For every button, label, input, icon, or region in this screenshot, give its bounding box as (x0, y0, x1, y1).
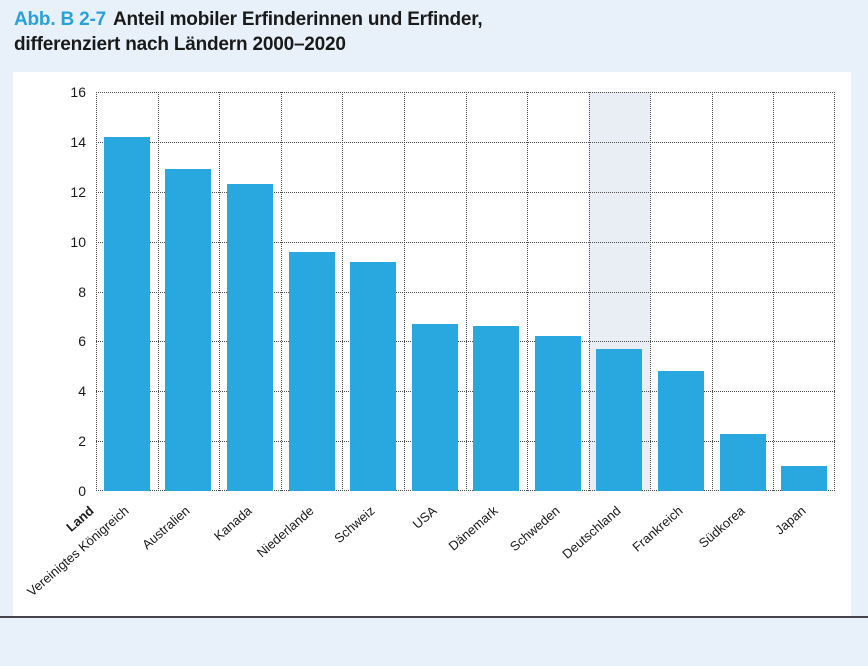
figure-number-label: Abb. B 2-7 (14, 9, 106, 30)
gridline-vertical (588, 92, 590, 491)
y-tick-label: 2 (78, 433, 86, 450)
gridline-vertical (403, 92, 405, 491)
gridline-vertical (157, 92, 159, 491)
y-tick-label: 4 (78, 383, 86, 400)
figure-title-line1: Anteil mobiler Erfinderinnen und Erfinde… (112, 9, 483, 30)
plot-area (96, 92, 835, 491)
y-tick-label: 6 (78, 333, 86, 350)
bar (534, 336, 581, 491)
bar (226, 184, 273, 491)
bar (350, 261, 397, 491)
gridline-vertical (650, 92, 652, 491)
y-tick-label: 12 (70, 183, 86, 200)
figure-title: Abb. B 2-7 Anteil mobiler Erfinderinnen u… (14, 7, 483, 57)
figure-title-line2: differenziert nach Ländern 2000–2020 (14, 34, 346, 55)
bar (719, 433, 766, 491)
gridline-vertical (711, 92, 713, 491)
gridline-vertical (527, 92, 529, 491)
bar (165, 169, 212, 491)
y-tick-label: 10 (70, 233, 86, 250)
bar (103, 136, 150, 491)
gridline-vertical (834, 92, 835, 491)
bar (411, 323, 458, 491)
figure-bottom-rule (0, 616, 868, 618)
gridline-vertical (96, 92, 97, 491)
chart-panel: 0 2 4 6 8 10 12 14 16 Vereinigtes Königreich Austr… (13, 72, 851, 616)
y-tick-label: 16 (70, 84, 86, 100)
y-tick-label: 8 (78, 283, 86, 300)
y-tick-label: 14 (70, 133, 86, 150)
y-tick-label: 0 (78, 483, 86, 499)
gridline-vertical (280, 92, 282, 491)
bar (781, 466, 828, 491)
bar (658, 371, 705, 491)
bar (473, 326, 520, 491)
gridline-vertical (342, 92, 344, 491)
bar (288, 251, 335, 491)
gridline-vertical (773, 92, 775, 491)
gridline-vertical (219, 92, 221, 491)
gridline-vertical (465, 92, 467, 491)
bar (596, 348, 643, 491)
